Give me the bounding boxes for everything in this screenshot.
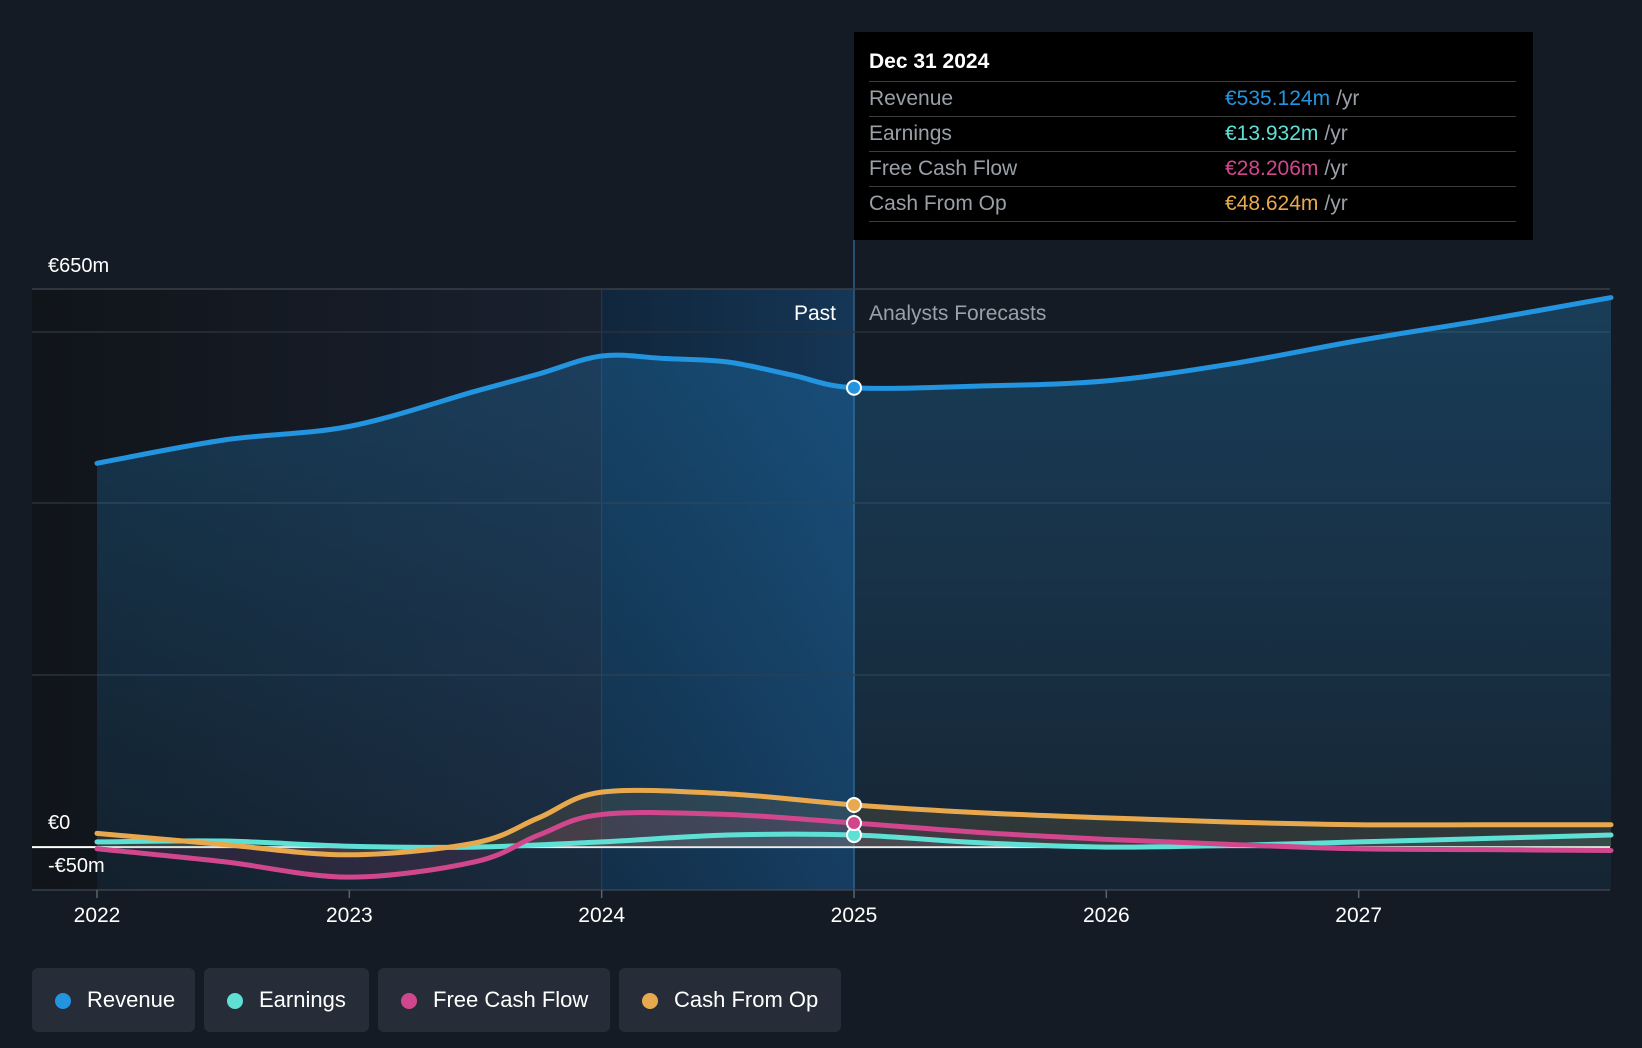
legend-item-revenue[interactable]: Revenue (32, 968, 195, 1032)
legend-item-free-cash-flow[interactable]: Free Cash Flow (378, 968, 610, 1032)
revenue-marker (846, 379, 862, 396)
free-cash-flow-dot-icon (401, 993, 417, 1009)
tooltip-row-free-cash-flow: Free Cash Flow €28.206m/yr (869, 151, 1516, 186)
x-tick-label: 2025 (831, 904, 878, 927)
cash-from-op-line (94, 787, 1614, 858)
tooltip-label: Earnings (869, 122, 952, 145)
tooltip-label: Free Cash Flow (869, 157, 1018, 180)
tooltip-unit: /yr (1336, 87, 1360, 110)
earnings-dot-icon (227, 993, 243, 1009)
revenue-dot-icon (55, 993, 71, 1009)
tooltip-label: Cash From Op (869, 192, 1007, 215)
x-tick-label: 2024 (578, 904, 625, 927)
tooltip-value: €28.206m/yr (1225, 152, 1348, 185)
y-label-bottom: -€50m (48, 855, 105, 877)
legend-label: Free Cash Flow (433, 987, 589, 1012)
tooltip-label: Revenue (869, 87, 954, 110)
y-label-top: €650m (48, 255, 109, 277)
tooltip-number: €28.206m (1225, 157, 1319, 180)
cash-from-op-dot-icon (642, 993, 658, 1009)
legend-item-cash-from-op[interactable]: Cash From Op (619, 968, 841, 1032)
tooltip-unit: /yr (1324, 192, 1348, 215)
tooltip-unit: /yr (1324, 122, 1348, 145)
tooltip-number: €13.932m (1225, 122, 1319, 145)
tooltip-number: €535.124m (1225, 87, 1331, 110)
x-tick-label: 2023 (326, 904, 373, 927)
tooltip-number: €48.624m (1225, 192, 1319, 215)
tooltip-value: €535.124m/yr (1225, 82, 1359, 115)
legend-item-earnings[interactable]: Earnings (204, 968, 369, 1032)
cash-from-op-marker (846, 797, 862, 814)
tooltip-unit: /yr (1324, 157, 1348, 180)
y-label-zero: €0 (48, 812, 70, 834)
legend-label: Revenue (87, 987, 176, 1012)
forecast-label: Analysts Forecasts (869, 302, 1046, 325)
past-label: Past (794, 302, 836, 325)
free-cash-flow-line (94, 810, 1614, 880)
revenue-area (97, 297, 1611, 891)
tooltip-row-revenue: Revenue €535.124m/yr (869, 81, 1516, 116)
tooltip-value: €48.624m/yr (1225, 187, 1348, 220)
tooltip: Dec 31 2024 Revenue €535.124m/yr Earning… (854, 32, 1533, 240)
tooltip-date: Dec 31 2024 (869, 50, 990, 73)
free-cash-flow-marker (846, 815, 862, 832)
tooltip-value: €13.932m/yr (1225, 117, 1348, 150)
legend-label: Earnings (259, 987, 346, 1012)
x-tick-label: 2022 (74, 904, 121, 927)
x-tick-label: 2026 (1083, 904, 1130, 927)
legend-label: Cash From Op (674, 987, 819, 1012)
revenue-line (94, 295, 1614, 466)
tooltip-row-earnings: Earnings €13.932m/yr (869, 116, 1516, 151)
x-tick-label: 2027 (1335, 904, 1382, 927)
tooltip-row-cash-from-op: Cash From Op €48.624m/yr (869, 186, 1516, 222)
